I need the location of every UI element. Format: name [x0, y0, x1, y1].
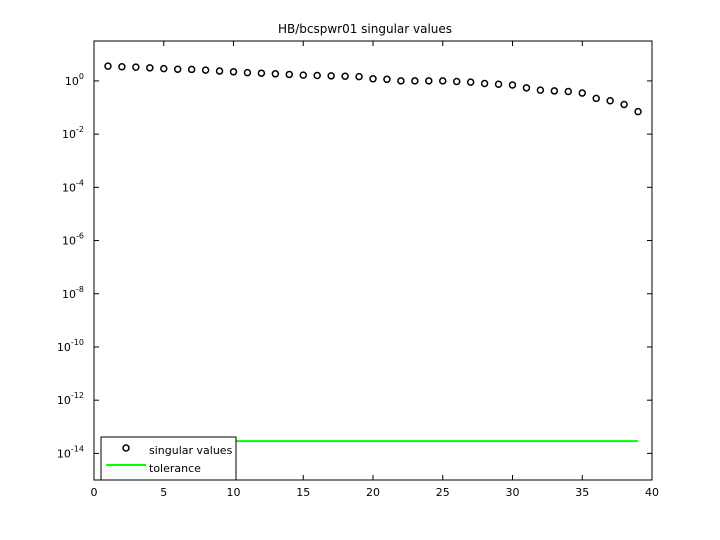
singular-value-point: [369, 75, 377, 83]
singular-value-point: [215, 67, 224, 75]
singular-value-point: [229, 68, 238, 76]
singular-value-point: [480, 79, 489, 88]
legend-marker-singular-values: [122, 444, 130, 452]
singular-value-point: [355, 72, 363, 81]
singular-value-point: [271, 70, 280, 78]
legend-box: [100, 436, 237, 481]
singular-value-point: [104, 62, 112, 70]
x-tick-label: 35: [575, 486, 589, 499]
singular-value-point: [397, 77, 405, 85]
legend-label-tolerance: tolerance: [149, 462, 201, 475]
x-tick-label: 25: [436, 486, 450, 499]
y-tick-exponent: -14: [71, 444, 84, 453]
y-tick-base: 10: [62, 235, 76, 248]
singular-value-point: [550, 87, 559, 95]
singular-value-point: [592, 94, 600, 103]
x-tick-label: 20: [366, 486, 380, 499]
y-tick-base: 10: [62, 128, 76, 141]
singular-value-point: [146, 64, 154, 72]
y-tick-exponent: -8: [76, 285, 84, 294]
singular-value-point: [383, 75, 391, 84]
y-tick-base: 10: [62, 288, 76, 301]
singular-value-point: [411, 77, 419, 85]
singular-value-point: [118, 63, 126, 71]
singular-value-point: [564, 87, 573, 96]
singular-value-point: [257, 69, 266, 77]
singular-value-point: [634, 107, 642, 116]
singular-value-point: [160, 64, 168, 73]
y-tick-label: 10-10: [57, 338, 84, 354]
x-tick-label: 40: [645, 486, 659, 499]
singular-value-point: [439, 77, 447, 85]
y-tick-exponent: -12: [71, 391, 84, 400]
y-tick-exponent: -6: [76, 232, 84, 241]
x-tick-label: 30: [506, 486, 520, 499]
legend-label-singular-values: singular values: [149, 444, 233, 457]
singular-value-point: [187, 65, 196, 74]
singular-value-point: [132, 63, 140, 71]
x-tick-label: 5: [160, 486, 167, 499]
y-tick-exponent: -4: [76, 178, 84, 187]
y-tick-label: 10-14: [57, 444, 84, 460]
y-tick-label: 10-8: [62, 285, 84, 301]
singular-value-point: [173, 65, 182, 73]
y-tick-exponent: -2: [76, 125, 84, 134]
x-tick-label: 15: [296, 486, 310, 499]
singular-value-point: [243, 68, 252, 77]
singular-value-point: [341, 72, 349, 80]
singular-value-point: [201, 66, 210, 74]
singular-value-point: [452, 77, 461, 86]
y-tick-base: 10: [62, 181, 76, 194]
singular-value-point: [327, 72, 335, 80]
y-tick-label: 10-12: [57, 391, 84, 407]
y-tick-label: 100: [65, 72, 84, 88]
singular-value-point: [466, 78, 475, 86]
y-tick-label: 10-6: [62, 232, 84, 248]
x-tick-label: 0: [91, 486, 98, 499]
x-axis: 0 5 10 15 20 25 30 35 40: [91, 41, 659, 499]
singular-value-point: [425, 77, 433, 85]
y-tick-label: 10-4: [62, 178, 84, 194]
singular-value-point: [578, 89, 586, 97]
y-tick-base: 10: [57, 394, 71, 407]
singular-value-point: [536, 86, 545, 94]
singular-value-point: [522, 84, 531, 92]
singular-value-point: [508, 81, 517, 89]
y-tick-exponent: 0: [79, 72, 84, 81]
y-tick-base: 10: [65, 75, 79, 88]
singular-value-point: [606, 96, 614, 105]
y-tick-exponent: -10: [71, 338, 84, 347]
chart-title: HB/bcspwr01 singular values: [278, 22, 452, 36]
x-tick-label: 10: [227, 486, 241, 499]
singular-value-point: [299, 71, 307, 79]
singular-value-point: [620, 100, 628, 109]
singular-value-point: [494, 80, 503, 88]
y-tick-base: 10: [57, 341, 71, 354]
y-tick-base: 10: [57, 447, 71, 460]
singular-value-point: [313, 71, 321, 80]
singular-value-point: [285, 70, 294, 79]
y-tick-label: 10-2: [62, 125, 84, 141]
legend: singular values tolerance: [100, 436, 237, 481]
